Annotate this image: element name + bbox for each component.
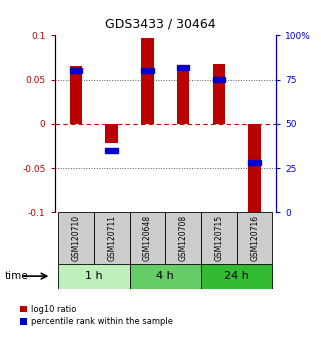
Bar xyxy=(130,212,165,264)
Text: 24 h: 24 h xyxy=(224,271,249,281)
Bar xyxy=(94,212,130,264)
Bar xyxy=(237,212,273,264)
Bar xyxy=(58,264,130,289)
Bar xyxy=(213,77,225,82)
Bar xyxy=(177,69,189,124)
Text: GDS3433 / 30464: GDS3433 / 30464 xyxy=(105,18,216,31)
Bar xyxy=(130,264,201,289)
Bar xyxy=(58,212,94,264)
Text: GSM120708: GSM120708 xyxy=(179,215,188,261)
Bar xyxy=(165,212,201,264)
Bar xyxy=(201,212,237,264)
Text: GSM120716: GSM120716 xyxy=(250,215,259,261)
Bar xyxy=(106,148,118,153)
Bar xyxy=(70,66,82,124)
Text: time: time xyxy=(5,271,29,281)
Text: GSM120715: GSM120715 xyxy=(214,215,223,261)
Bar xyxy=(213,64,225,124)
Text: GSM120711: GSM120711 xyxy=(107,215,116,261)
Text: 4 h: 4 h xyxy=(156,271,174,281)
Bar xyxy=(201,264,273,289)
Bar xyxy=(248,124,261,213)
Bar xyxy=(106,124,118,143)
Bar xyxy=(177,64,189,70)
Legend: log10 ratio, percentile rank within the sample: log10 ratio, percentile rank within the … xyxy=(20,305,173,326)
Bar xyxy=(141,38,154,124)
Bar xyxy=(248,160,261,165)
Text: 1 h: 1 h xyxy=(85,271,103,281)
Bar xyxy=(141,68,154,73)
Text: GSM120648: GSM120648 xyxy=(143,215,152,261)
Bar xyxy=(70,68,82,73)
Text: GSM120710: GSM120710 xyxy=(72,215,81,261)
